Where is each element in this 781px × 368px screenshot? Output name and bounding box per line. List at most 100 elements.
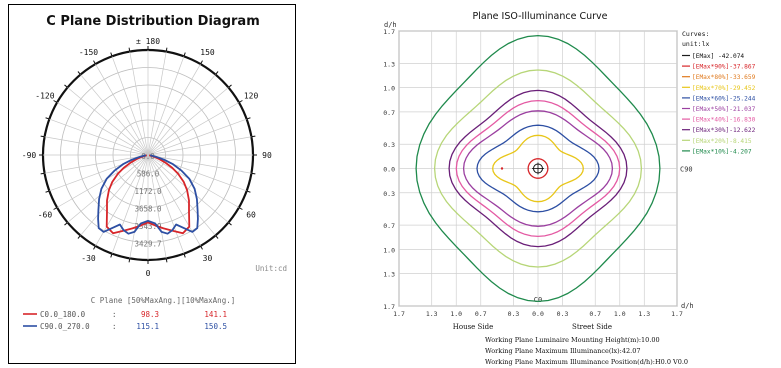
polar-tick [228,222,232,226]
iso-x-unit: d/h [681,302,694,310]
polar-tick [200,245,203,250]
polar-radial-line [147,154,252,174]
iso-x-tick: 1.0 [450,310,462,318]
iso-legend-item: [EMax*20%]-8.415 [692,138,752,145]
polar-tick [251,172,256,175]
iso-legend-item: [EMax*50%]-21.037 [692,106,756,113]
iso-x-tick: 0.7 [589,310,601,318]
iso-y-tick: 1.0 [383,85,395,93]
polar-legend-sep: : [112,310,117,319]
iso-x-tick: 1.0 [614,310,626,318]
polar-radial-line [49,154,149,192]
iso-x-tick: 0.0 [532,310,544,318]
polar-radial-line [67,87,149,156]
polar-chart-panel: C Plane Distribution Diagram 0.0 586.0 1172… [8,4,296,364]
iso-right-label: C90 [680,166,693,174]
iso-bottom-label: C0 [534,296,542,304]
polar-tick [64,222,68,226]
iso-y-tick: 0.7 [383,109,395,117]
polar-tick [238,100,243,103]
polar-tick [77,71,81,75]
iso-y-tick: 1.0 [383,246,395,254]
polar-tick [45,117,50,120]
iso-footer-line: Working Plane Maximum Illuminance(lx):42… [485,347,640,355]
polar-angle-label: -60 [38,211,53,220]
polar-legend-name: C0.0_180.0 [40,310,86,319]
iso-house-dot [500,167,504,170]
polar-ring-label: 0.0 [141,152,155,161]
polar-tick [45,190,50,193]
polar-radial-line [80,154,149,236]
iso-legend-item: [EMax*80%]-33.659 [692,74,756,81]
polar-radial-line [56,102,149,156]
iso-legend-item: [EMax] -42.074 [692,53,744,60]
polar-angle-label: 120 [244,92,259,101]
polar-tick [40,135,45,138]
iso-street-side: Street Side [572,323,612,331]
polar-radial-line [147,51,167,156]
iso-legend-item: [EMax*90%]-37.867 [692,64,756,71]
iso-y-tick: 1.3 [383,60,395,68]
polar-tick [165,258,168,263]
polar-angle-label: 90 [262,151,272,160]
iso-footer-line: Working Plane Luminaire Mounting Height(… [485,336,660,344]
polar-tick [246,117,251,120]
iso-legend-item: [EMax*30%]-12.622 [692,127,756,134]
iso-legend-item: [EMax*40%]-16.830 [692,117,756,124]
polar-legend-v50: 98.3 [141,310,159,319]
polar-radial-line [111,154,149,254]
polar-tick [93,245,96,250]
polar-radial-line [67,154,149,223]
iso-x-tick: 1.3 [426,310,438,318]
polar-radial-line [80,74,149,156]
iso-y-tick: 1.7 [383,303,395,311]
polar-radial-line [147,56,185,156]
polar-angle-label: 150 [200,48,215,57]
polar-chart: C Plane Distribution Diagram 0.0 586.0 1172… [22,14,287,331]
polar-legend-sep: : [112,322,117,331]
polar-tick [110,253,113,258]
polar-angle-label: -120 [35,92,54,101]
polar-tick [238,207,243,210]
polar-radial-line [129,154,149,259]
polar-tick [183,52,186,57]
iso-y-tick: 0.3 [383,190,395,198]
polar-radial-line [147,74,216,156]
iso-contour-70pct [492,134,584,203]
polar-radial-line [56,154,149,208]
iso-contour-60pct [476,124,600,213]
polar-tick [215,71,219,75]
polar-angle-label: 0 [146,269,151,278]
polar-angle-label: -150 [79,48,98,57]
iso-legend-unit: unit:lx [682,40,709,48]
polar-tick [64,84,68,88]
iso-y-tick: 0.3 [383,141,395,149]
polar-radial-line [147,102,240,156]
polar-radial-line [147,154,247,192]
polar-tick [251,135,256,138]
polar-tick [110,52,113,57]
polar-radial-line [147,154,167,259]
polar-tick [128,258,131,263]
iso-chart-title: Plane ISO-Illuminance Curve [472,11,607,22]
iso-house-side: House Side [453,323,493,331]
iso-x-tick: 1.7 [393,310,405,318]
iso-legend-title: Curves: [682,30,709,38]
polar-series-c0-180 [105,154,191,235]
polar-ring-label: 2343.9 [134,222,161,231]
iso-y-tick: 1.3 [383,271,395,279]
polar-tick [215,235,219,239]
polar-tick [40,172,45,175]
polar-ring-label: 3429.7 [134,240,161,249]
polar-legend-header: C Plane [50%MaxAng.][10%MaxAng.] [91,296,236,305]
iso-x-tick: 0.3 [557,310,569,318]
polar-radial-line [147,136,252,156]
iso-legend-item: [EMax*10%]-4.207 [692,148,752,155]
iso-contour-10pct [415,34,661,303]
iso-contour-90pct [527,158,549,179]
polar-angle-label: -30 [81,254,96,263]
iso-contour-30pct [448,89,628,248]
polar-legend-v50: 115.1 [136,322,159,331]
iso-contour-50pct [462,110,614,227]
polar-units-label: Unit:cd [255,264,287,273]
